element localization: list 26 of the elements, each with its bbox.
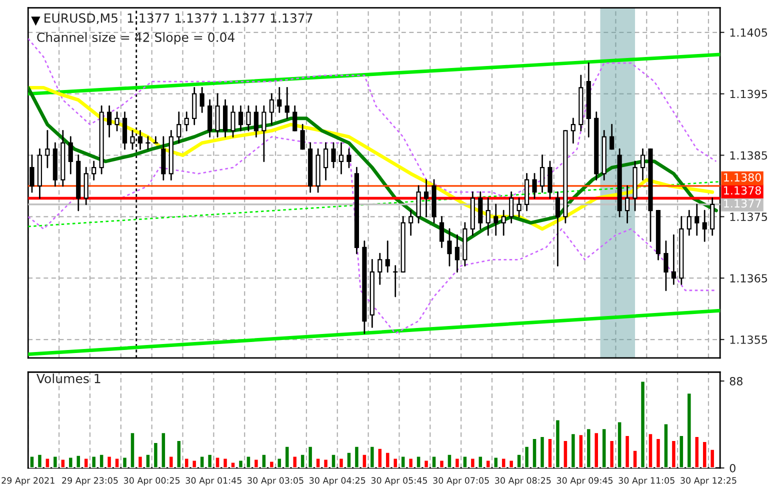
x-tick-label: 30 Apr 09:45: [556, 477, 613, 486]
x-tick-label: 30 Apr 01:45: [186, 477, 242, 486]
annotation: Channel size = 42 Slope = 0.04: [37, 32, 234, 44]
x-tick-label: 29 Apr 23:05: [62, 477, 118, 486]
x-tick-label: 30 Apr 05:45: [371, 477, 427, 486]
x-tick-label: 30 Apr 12:25: [680, 477, 736, 486]
ref-line-label: 1.1377: [724, 199, 761, 208]
ref-line-label: 1.1378: [724, 186, 761, 195]
y-tick-label: 1.1365: [730, 274, 768, 282]
y-tick-label: 1.1385: [730, 151, 768, 160]
y-tick-label: 1.1405: [730, 28, 768, 37]
ref-line-label: 1.1380: [724, 173, 761, 182]
x-tick-label: 29 Apr 2021: [2, 477, 54, 486]
y-tick-label: 0: [730, 464, 736, 472]
x-tick-label: 30 Apr 00:25: [124, 477, 180, 486]
y-tick-label: 1.1375: [730, 212, 768, 222]
chart-title: Volumes 1: [36, 374, 100, 384]
x-tick-label: 30 Apr 11:05: [618, 477, 674, 486]
x-tick-label: 30 Apr 03:05: [248, 477, 304, 486]
x-tick-label: 30 Apr 08:25: [495, 477, 551, 486]
y-tick-label: 1.1395: [730, 90, 768, 98]
x-tick-label: 30 Apr 04:25: [310, 477, 366, 486]
x-tick-label: 30 Apr 07:05: [433, 477, 489, 486]
chart-title: EURUSD,M5 1.1377 1.1377 1.1377 1.1377: [44, 13, 312, 24]
y-tick-label: 1.1355: [730, 335, 768, 344]
y-tick-label: 88: [730, 376, 742, 386]
